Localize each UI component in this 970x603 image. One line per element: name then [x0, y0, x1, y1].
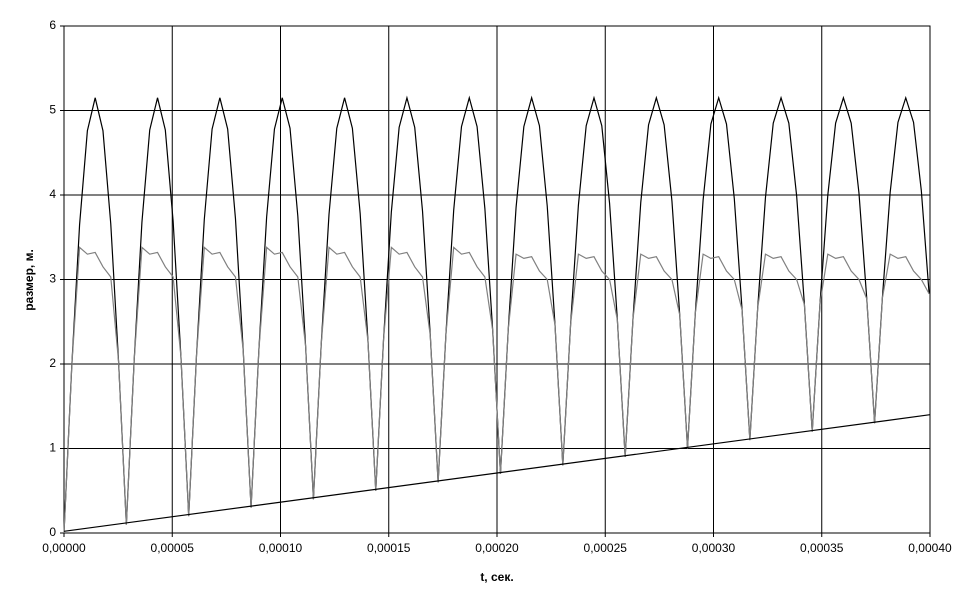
- y-tick-label: 3: [49, 272, 56, 286]
- y-tick-label: 4: [49, 187, 56, 201]
- x-tick-label: 0,00030: [692, 541, 736, 555]
- x-tick-label: 0,00010: [259, 541, 303, 555]
- y-tick-label: 5: [49, 103, 56, 117]
- y-tick-label: 2: [49, 356, 56, 370]
- series-line: [63, 414, 931, 532]
- series-line: [63, 246, 930, 534]
- y-tick-label: 0: [49, 525, 56, 539]
- y-tick-label: 1: [49, 441, 56, 455]
- x-tick-label: 0,00020: [475, 541, 519, 555]
- x-tick-label: 0,00035: [800, 541, 844, 555]
- x-tick-label: 0,00015: [367, 541, 411, 555]
- plot-border: [63, 25, 931, 534]
- x-axis-title: t, сек.: [480, 570, 513, 584]
- x-tick-label: 0,00040: [908, 541, 952, 555]
- y-axis-title: размер, м.: [22, 249, 36, 311]
- x-tick-label: 0,00005: [151, 541, 195, 555]
- x-tick-label: 0,00000: [42, 541, 86, 555]
- x-tick-label: 0,00025: [584, 541, 628, 555]
- y-tick-label: 6: [49, 18, 56, 32]
